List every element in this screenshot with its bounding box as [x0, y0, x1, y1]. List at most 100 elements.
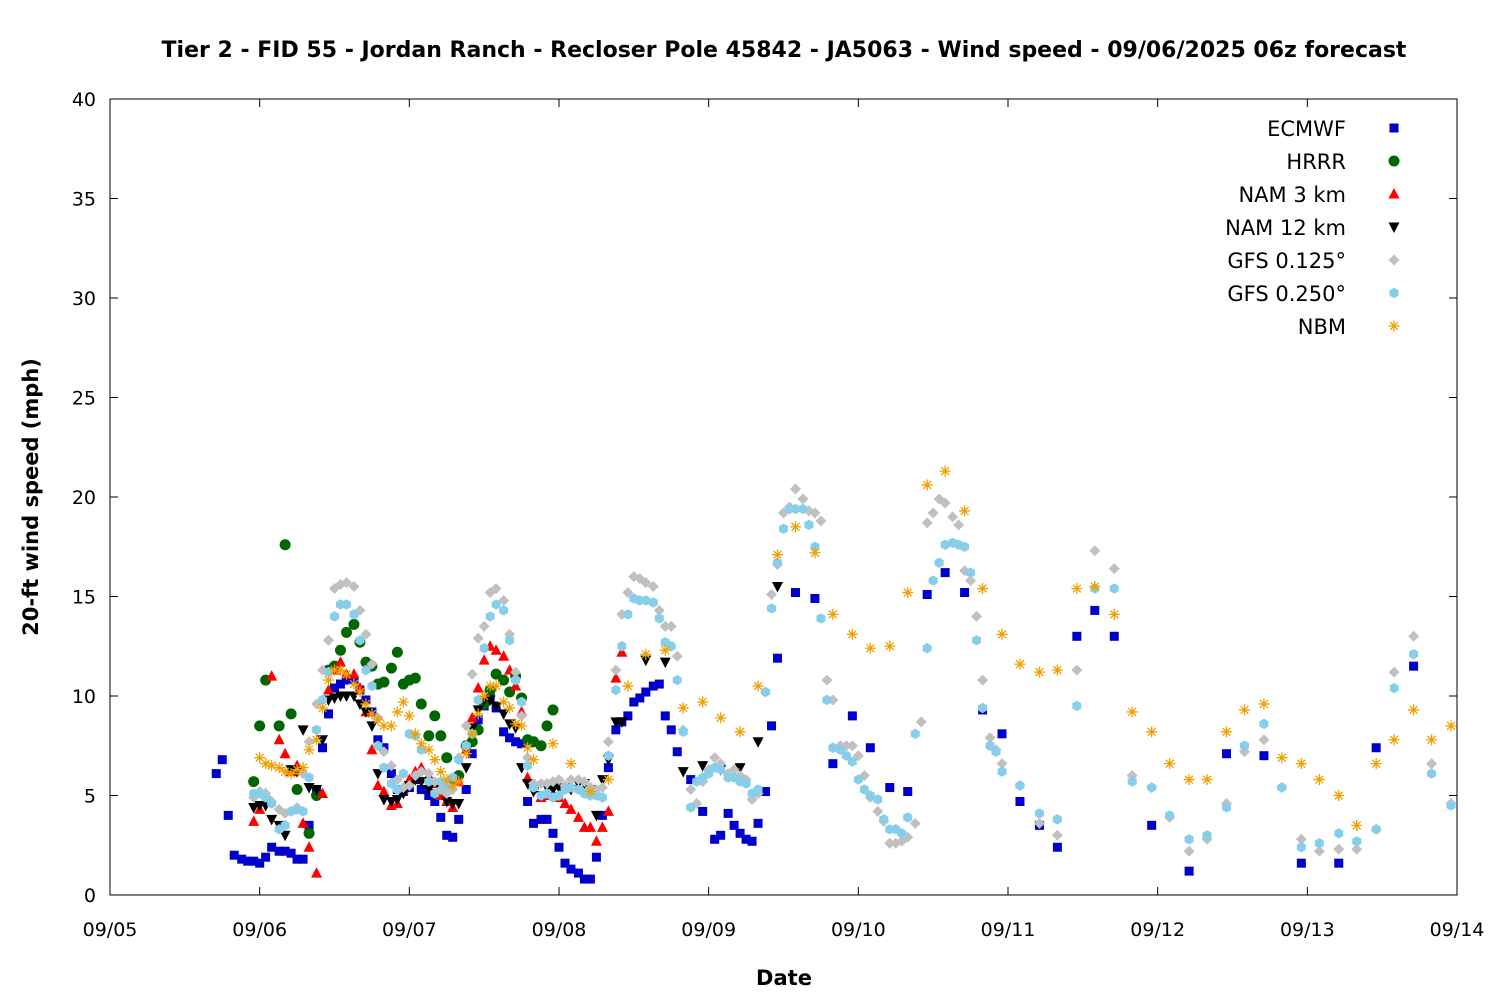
data-point — [616, 717, 628, 728]
data-point — [318, 694, 328, 706]
data-point — [554, 842, 564, 852]
data-point — [424, 776, 434, 787]
data-point — [1108, 608, 1120, 620]
data-point — [330, 683, 339, 693]
data-point — [448, 832, 458, 842]
data-point — [1239, 740, 1249, 751]
data-point — [565, 758, 577, 770]
data-point — [1313, 774, 1325, 786]
data-point — [472, 682, 484, 693]
data-point — [536, 814, 546, 824]
data-point — [841, 750, 851, 761]
data-point — [291, 764, 303, 776]
data-point — [541, 720, 553, 732]
data-point — [1164, 758, 1176, 770]
data-point — [1427, 768, 1437, 779]
data-point — [355, 635, 365, 646]
data-point — [429, 754, 441, 766]
data-point — [865, 790, 875, 801]
data-point — [709, 752, 721, 764]
legend-label: HRRR — [1286, 150, 1346, 174]
data-point — [510, 666, 522, 678]
data-point — [1052, 814, 1062, 825]
data-point — [672, 674, 682, 686]
data-point — [828, 742, 838, 753]
data-point — [622, 680, 634, 692]
data-point — [1072, 631, 1082, 641]
data-point — [415, 698, 427, 710]
data-point — [454, 754, 464, 765]
data-point — [1426, 734, 1438, 746]
data-point — [498, 650, 510, 661]
x-tick-label: 09/10 — [831, 919, 886, 941]
data-point — [266, 814, 278, 826]
data-point — [997, 766, 1007, 777]
data-point — [386, 778, 396, 789]
data-point — [423, 768, 435, 780]
data-point — [273, 733, 285, 745]
data-point — [349, 609, 359, 620]
legend: ECMWF HRRR NAM 3 km NAM 12 km GFS 0.125° GFS … — [1225, 117, 1400, 339]
data-point — [1015, 780, 1025, 791]
data-point — [548, 828, 558, 838]
data-point — [659, 620, 671, 632]
data-point — [223, 810, 233, 820]
data-point — [1277, 782, 1287, 793]
data-point — [498, 696, 510, 708]
data-point — [947, 511, 959, 523]
data-point — [623, 711, 633, 721]
data-point — [734, 763, 746, 774]
data-point — [672, 747, 682, 757]
plot-frame — [109, 98, 1458, 896]
data-point — [373, 735, 383, 745]
data-point — [1258, 734, 1270, 746]
data-point — [298, 806, 308, 817]
data-point — [939, 497, 951, 509]
data-point — [510, 680, 522, 691]
data-point — [810, 593, 820, 603]
data-point — [590, 835, 602, 846]
data-point — [766, 589, 778, 601]
y-tick-label: 30 — [72, 288, 96, 310]
data-point — [927, 507, 939, 519]
data-point — [798, 503, 808, 515]
data-point — [1147, 782, 1157, 793]
data-point — [391, 706, 403, 718]
data-point — [1409, 649, 1419, 660]
data-point — [217, 755, 227, 765]
data-point — [366, 743, 378, 755]
data-point — [348, 581, 360, 593]
data-point — [430, 788, 440, 799]
data-point — [1034, 808, 1044, 819]
data-point — [566, 864, 576, 874]
data-point — [385, 760, 397, 772]
data-point — [522, 752, 534, 764]
data-point — [279, 747, 291, 759]
legend-label: NBM — [1298, 315, 1346, 339]
data-point — [1051, 664, 1063, 676]
data-point — [603, 763, 613, 773]
data-point — [340, 668, 352, 680]
data-point — [1389, 682, 1399, 694]
data-point — [573, 868, 583, 878]
data-point — [254, 720, 266, 732]
data-point — [403, 710, 415, 722]
data-point — [466, 668, 478, 680]
data-point — [248, 802, 260, 814]
data-point — [734, 726, 746, 738]
data-point — [248, 776, 260, 788]
data-point — [1108, 563, 1120, 575]
data-point — [1408, 704, 1420, 716]
data-point — [423, 730, 435, 742]
data-point — [934, 557, 944, 568]
data-point — [790, 588, 800, 598]
y-axis-label: 20-ft wind speed (mph) — [19, 358, 43, 636]
data-point — [659, 657, 671, 669]
data-point — [340, 626, 352, 638]
data-point — [1351, 843, 1363, 855]
data-point — [323, 634, 335, 646]
data-point — [436, 812, 446, 822]
data-point — [959, 505, 971, 517]
data-point — [409, 672, 421, 684]
data-point — [1258, 698, 1270, 710]
